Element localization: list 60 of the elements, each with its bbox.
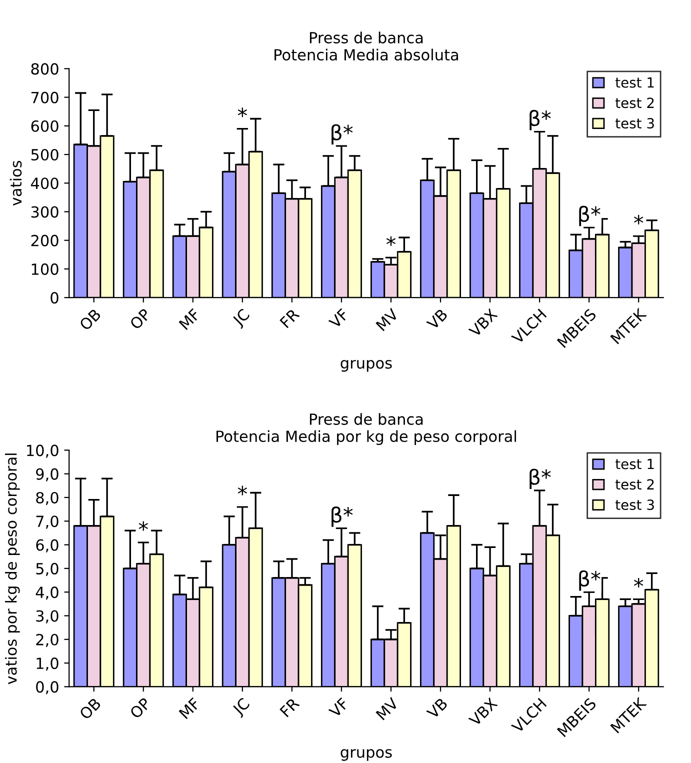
- x-tick-label: OB: [78, 308, 102, 331]
- legend-label: test 1: [615, 458, 654, 470]
- y-tick-label: 1,0: [36, 658, 58, 671]
- legend-label: test 2: [615, 98, 654, 108]
- x-axis-title: grupos: [340, 749, 392, 761]
- annotation: β*: [579, 206, 600, 226]
- x-tick-label: MF: [178, 308, 200, 330]
- y-tick-label: 300: [31, 206, 58, 218]
- y-tick-label: 10,0: [27, 444, 58, 458]
- y-tick-label: 0: [50, 292, 58, 304]
- annotation: β*: [579, 570, 600, 591]
- annotation: *: [386, 236, 396, 246]
- annotation: *: [634, 214, 644, 224]
- x-tick-label: JC: [231, 308, 252, 329]
- y-tick-label: 9,0: [36, 468, 58, 482]
- y-tick-label: 3,0: [36, 610, 58, 624]
- y-tick-label: 8,0: [36, 492, 58, 506]
- y-tick-label: 100: [32, 263, 58, 275]
- annotation: *: [238, 108, 248, 118]
- x-tick-label: OP: [129, 308, 152, 330]
- x-tick-label: VF: [328, 308, 350, 330]
- y-tick-label: 800: [31, 63, 58, 75]
- annotation: *: [634, 578, 644, 588]
- chart-title: Press de banca Potencia Media por kg de peso corporal: [216, 413, 516, 446]
- x-tick-label: VB: [426, 698, 448, 720]
- legend-label: test 1: [615, 77, 654, 88]
- x-tick-label: JC: [231, 697, 252, 718]
- y-tick-label: 500: [31, 148, 58, 161]
- annotation: *: [138, 521, 148, 531]
- chart-title: Press de banca Potencia Media absoluta: [274, 32, 458, 61]
- y-tick-label: 600: [31, 120, 58, 132]
- x-tick-label: FR: [280, 697, 300, 718]
- y-tick-label: 7,0: [36, 516, 58, 529]
- annotation: β*: [332, 506, 353, 527]
- y-tick-label: 2,0: [36, 634, 58, 647]
- x-tick-label: FR: [280, 308, 300, 328]
- legend-label: test 3: [615, 118, 654, 129]
- x-tick-label: OP: [129, 696, 152, 720]
- y-tick-label: 200: [31, 234, 58, 246]
- y-tick-label: 5,0: [36, 562, 58, 576]
- annotation: β*: [530, 110, 551, 130]
- y-tick-label: 0,0: [36, 681, 58, 694]
- legend-label: test 2: [615, 479, 654, 490]
- x-tick-label: OB: [78, 697, 102, 720]
- y-tick-label: 4,0: [36, 586, 58, 600]
- x-tick-label: VB: [426, 308, 448, 330]
- x-tick-label: MV: [376, 308, 400, 332]
- x-tick-label: VF: [328, 697, 350, 718]
- x-tick-label: MF: [178, 697, 200, 720]
- y-tick-label: 400: [30, 178, 58, 190]
- x-tick-label: MV: [376, 696, 400, 720]
- y-axis-title: vatios por kg de peso corporal: [5, 454, 20, 684]
- y-tick-label: 6,0: [36, 539, 58, 552]
- x-axis-title: grupos: [340, 360, 392, 372]
- legend-label: test 3: [615, 500, 654, 510]
- y-axis-title: vatios: [10, 160, 22, 206]
- y-tick-label: 700: [31, 92, 58, 104]
- annotation: β*: [332, 124, 353, 145]
- annotation: β*: [530, 468, 551, 489]
- annotation: *: [238, 486, 248, 496]
